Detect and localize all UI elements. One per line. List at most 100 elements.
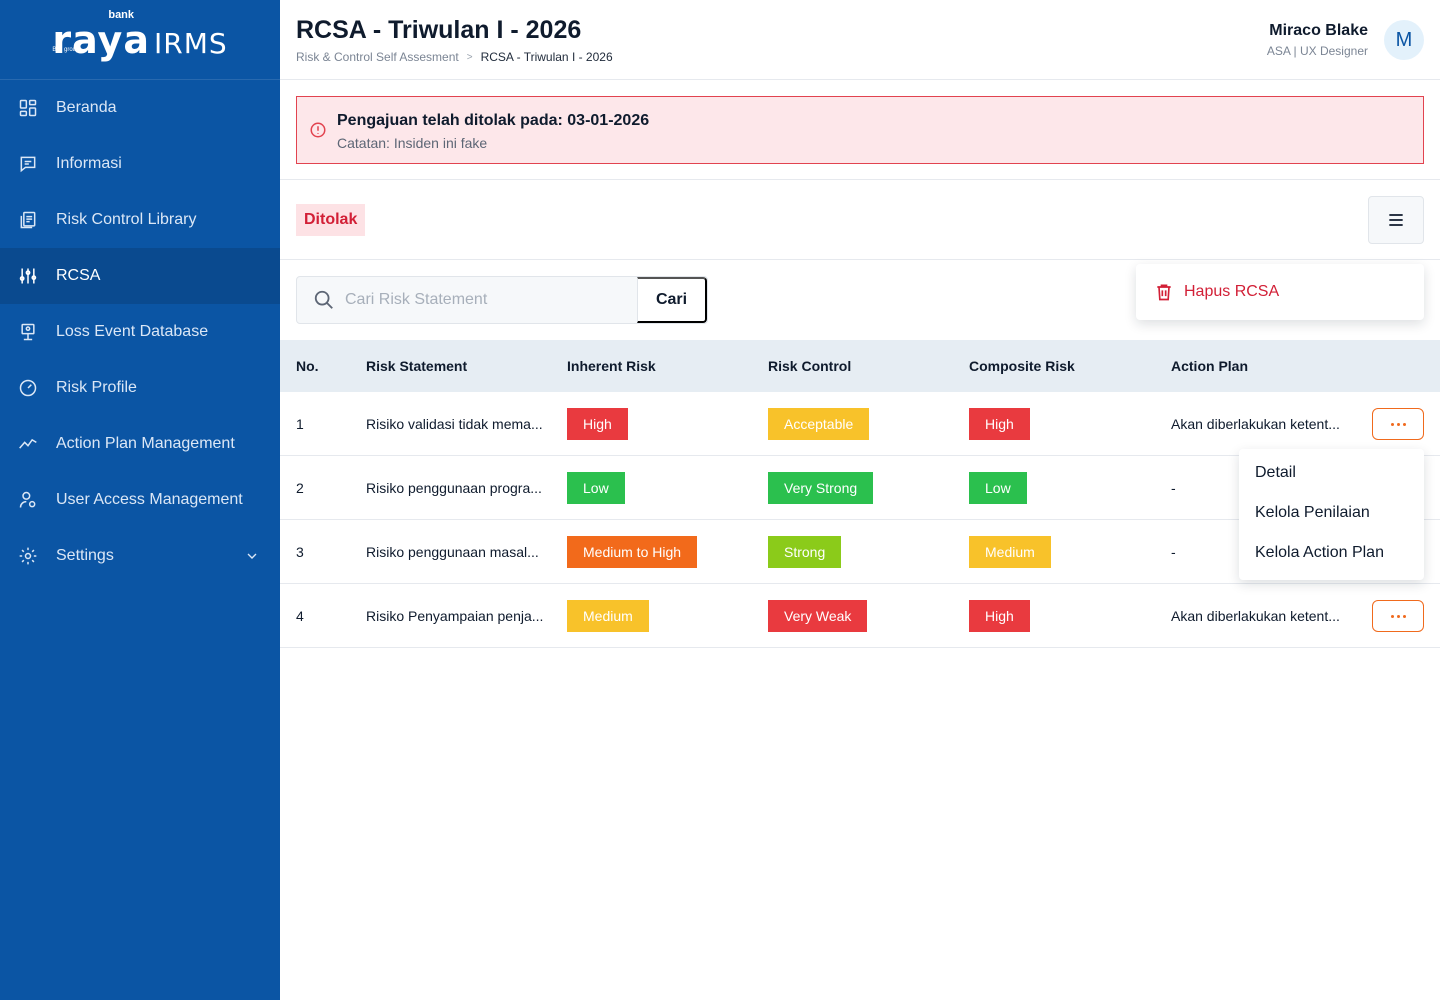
risk-statement[interactable]: Risiko penggunaan masal...	[366, 543, 539, 560]
search-button[interactable]: Cari	[637, 277, 707, 323]
sliders-icon	[18, 266, 38, 286]
chevron-down-icon[interactable]	[244, 548, 260, 564]
inherent-risk-badge: Medium to High	[567, 535, 698, 568]
sidebar-item-risk-profile[interactable]: Risk Profile	[0, 360, 280, 416]
row-more-button[interactable]	[1372, 408, 1424, 440]
sidebar-item-loss-event-database[interactable]: Loss Event Database	[0, 304, 280, 360]
menu-item-detail[interactable]: Detail	[1255, 464, 1296, 481]
column-header-inherent-risk: Inherent Risk	[567, 358, 656, 374]
sidebar-item-beranda[interactable]: Beranda	[0, 80, 280, 136]
dashboard-grid-icon	[18, 98, 38, 118]
page-header: RCSA - Triwulan I - 2026 Risk & Control …	[280, 0, 1440, 80]
status-badge: Ditolak	[296, 204, 366, 236]
sidebar-nav: Beranda Informasi Risk Control Library R…	[0, 80, 280, 584]
table-row: 3 Risiko penggunaan masal... Medium to H…	[280, 520, 1440, 584]
sidebar-item-label: Beranda	[56, 99, 117, 116]
page-title: RCSA - Triwulan I - 2026	[296, 16, 582, 44]
row-more-button[interactable]	[1372, 600, 1424, 632]
divider	[280, 179, 1440, 180]
risk-control-badge: Very Strong	[768, 471, 874, 504]
sidebar-item-informasi[interactable]: Informasi	[0, 136, 280, 192]
trash-icon	[1154, 282, 1174, 302]
column-header-action-plan: Action Plan	[1171, 358, 1249, 374]
sidebar-item-label: RCSA	[56, 267, 101, 284]
user-role: ASA | UX Designer	[1266, 44, 1368, 58]
column-header-risk-control: Risk Control	[768, 358, 852, 374]
table-row: 1 Risiko validasi tidak mema... High Acc…	[280, 392, 1440, 456]
gauge-icon	[18, 378, 38, 398]
table-row: 4 Risiko Penyampaian penja... Medium Ver…	[280, 584, 1440, 648]
monitor-database-icon	[18, 322, 38, 342]
action-plan-text: -	[1171, 479, 1176, 496]
menu-button[interactable]	[1368, 196, 1424, 244]
rcsa-table: No. Risk Statement Inherent Risk Risk Co…	[280, 340, 1440, 648]
column-header-composite-risk: Composite Risk	[969, 358, 1075, 374]
app-logo[interactable]: bank raya IRMS BRI group	[0, 0, 280, 80]
breadcrumb-item-rcsa[interactable]: Risk & Control Self Assesment	[296, 50, 459, 64]
row-number: 4	[296, 607, 304, 624]
hamburger-icon	[1389, 214, 1403, 226]
sidebar-item-action-plan-management[interactable]: Action Plan Management	[0, 416, 280, 472]
risk-statement[interactable]: Risiko penggunaan progra...	[366, 479, 542, 496]
logo-group-text: BRI group	[52, 46, 80, 53]
logo-brand-text: raya	[52, 17, 150, 62]
action-plan-text: -	[1171, 543, 1176, 560]
sidebar-item-user-access-management[interactable]: User Access Management	[0, 472, 280, 528]
search-icon	[313, 289, 335, 311]
action-plan-text: Akan diberlakukan ketent...	[1171, 415, 1340, 432]
menu-item-kelola-action-plan[interactable]: Kelola Action Plan	[1255, 544, 1384, 561]
alert-title: Pengajuan telah ditolak pada: 03-01-2026	[337, 112, 650, 129]
sidebar-item-label: Risk Profile	[56, 379, 137, 396]
delete-rcsa-label: Hapus RCSA	[1184, 283, 1280, 300]
divider	[280, 259, 1440, 260]
row-number: 2	[296, 479, 304, 496]
breadcrumb-separator: >	[466, 51, 473, 63]
user-info[interactable]: Miraco Blake ASA | UX Designer	[1267, 22, 1368, 58]
breadcrumb-item-current: RCSA - Triwulan I - 2026	[480, 50, 613, 64]
sidebar-item-label: Informasi	[56, 155, 122, 172]
composite-risk-badge: High	[969, 599, 1030, 632]
logo-bank-text: bank	[108, 8, 135, 21]
menu-item-kelola-penilaian[interactable]: Kelola Penilaian	[1255, 504, 1370, 521]
sidebar-item-label: Settings	[56, 547, 114, 564]
avatar[interactable]: M	[1384, 20, 1424, 60]
risk-control-badge: Acceptable	[768, 407, 870, 440]
more-dots-icon	[1390, 614, 1394, 618]
column-header-risk-statement: Risk Statement	[366, 358, 468, 374]
composite-risk-badge: High	[969, 407, 1030, 440]
alert-note: Catatan: Insiden ini fake	[337, 135, 488, 151]
sidebar-item-settings[interactable]: Settings	[0, 528, 280, 584]
sidebar-item-label: Loss Event Database	[56, 323, 209, 340]
sidebar-item-label: Risk Control Library	[56, 211, 197, 228]
risk-control-badge: Very Weak	[768, 599, 868, 632]
gear-icon	[18, 546, 38, 566]
column-header-no: No.	[296, 358, 319, 374]
search-field	[297, 277, 637, 323]
inherent-risk-badge: Low	[567, 471, 625, 504]
rejection-alert: Pengajuan telah ditolak pada: 03-01-2026…	[296, 96, 1424, 164]
user-gear-icon	[18, 490, 38, 510]
alert-circle-icon	[309, 121, 327, 139]
user-name: Miraco Blake	[1269, 22, 1368, 39]
inherent-risk-badge: High	[567, 407, 628, 440]
logo-product-text: IRMS	[153, 26, 228, 60]
table-row: 2 Risiko penggunaan progra... Low Very S…	[280, 456, 1440, 520]
row-number: 3	[296, 543, 304, 560]
inherent-risk-badge: Medium	[567, 599, 649, 632]
row-action-menu: Detail Kelola Penilaian Kelola Action Pl…	[1239, 449, 1424, 580]
risk-statement[interactable]: Risiko Penyampaian penja...	[366, 607, 544, 624]
risk-control-badge: Strong	[768, 535, 842, 568]
sidebar-item-label: User Access Management	[56, 491, 243, 508]
composite-risk-badge: Low	[969, 471, 1027, 504]
risk-statement[interactable]: Risiko validasi tidak mema...	[366, 415, 543, 432]
more-dots-icon	[1390, 422, 1394, 426]
library-icon	[18, 210, 38, 230]
delete-rcsa-menu-item[interactable]: Hapus RCSA	[1136, 264, 1424, 320]
breadcrumb: Risk & Control Self Assesment > RCSA - T…	[296, 50, 613, 64]
sidebar-item-label: Action Plan Management	[56, 435, 235, 452]
table-header: No. Risk Statement Inherent Risk Risk Co…	[280, 340, 1440, 392]
sidebar-item-rcsa[interactable]: RCSA	[0, 248, 280, 304]
sidebar-item-risk-control-library[interactable]: Risk Control Library	[0, 192, 280, 248]
row-number: 1	[296, 415, 304, 432]
search-input[interactable]	[345, 291, 625, 309]
